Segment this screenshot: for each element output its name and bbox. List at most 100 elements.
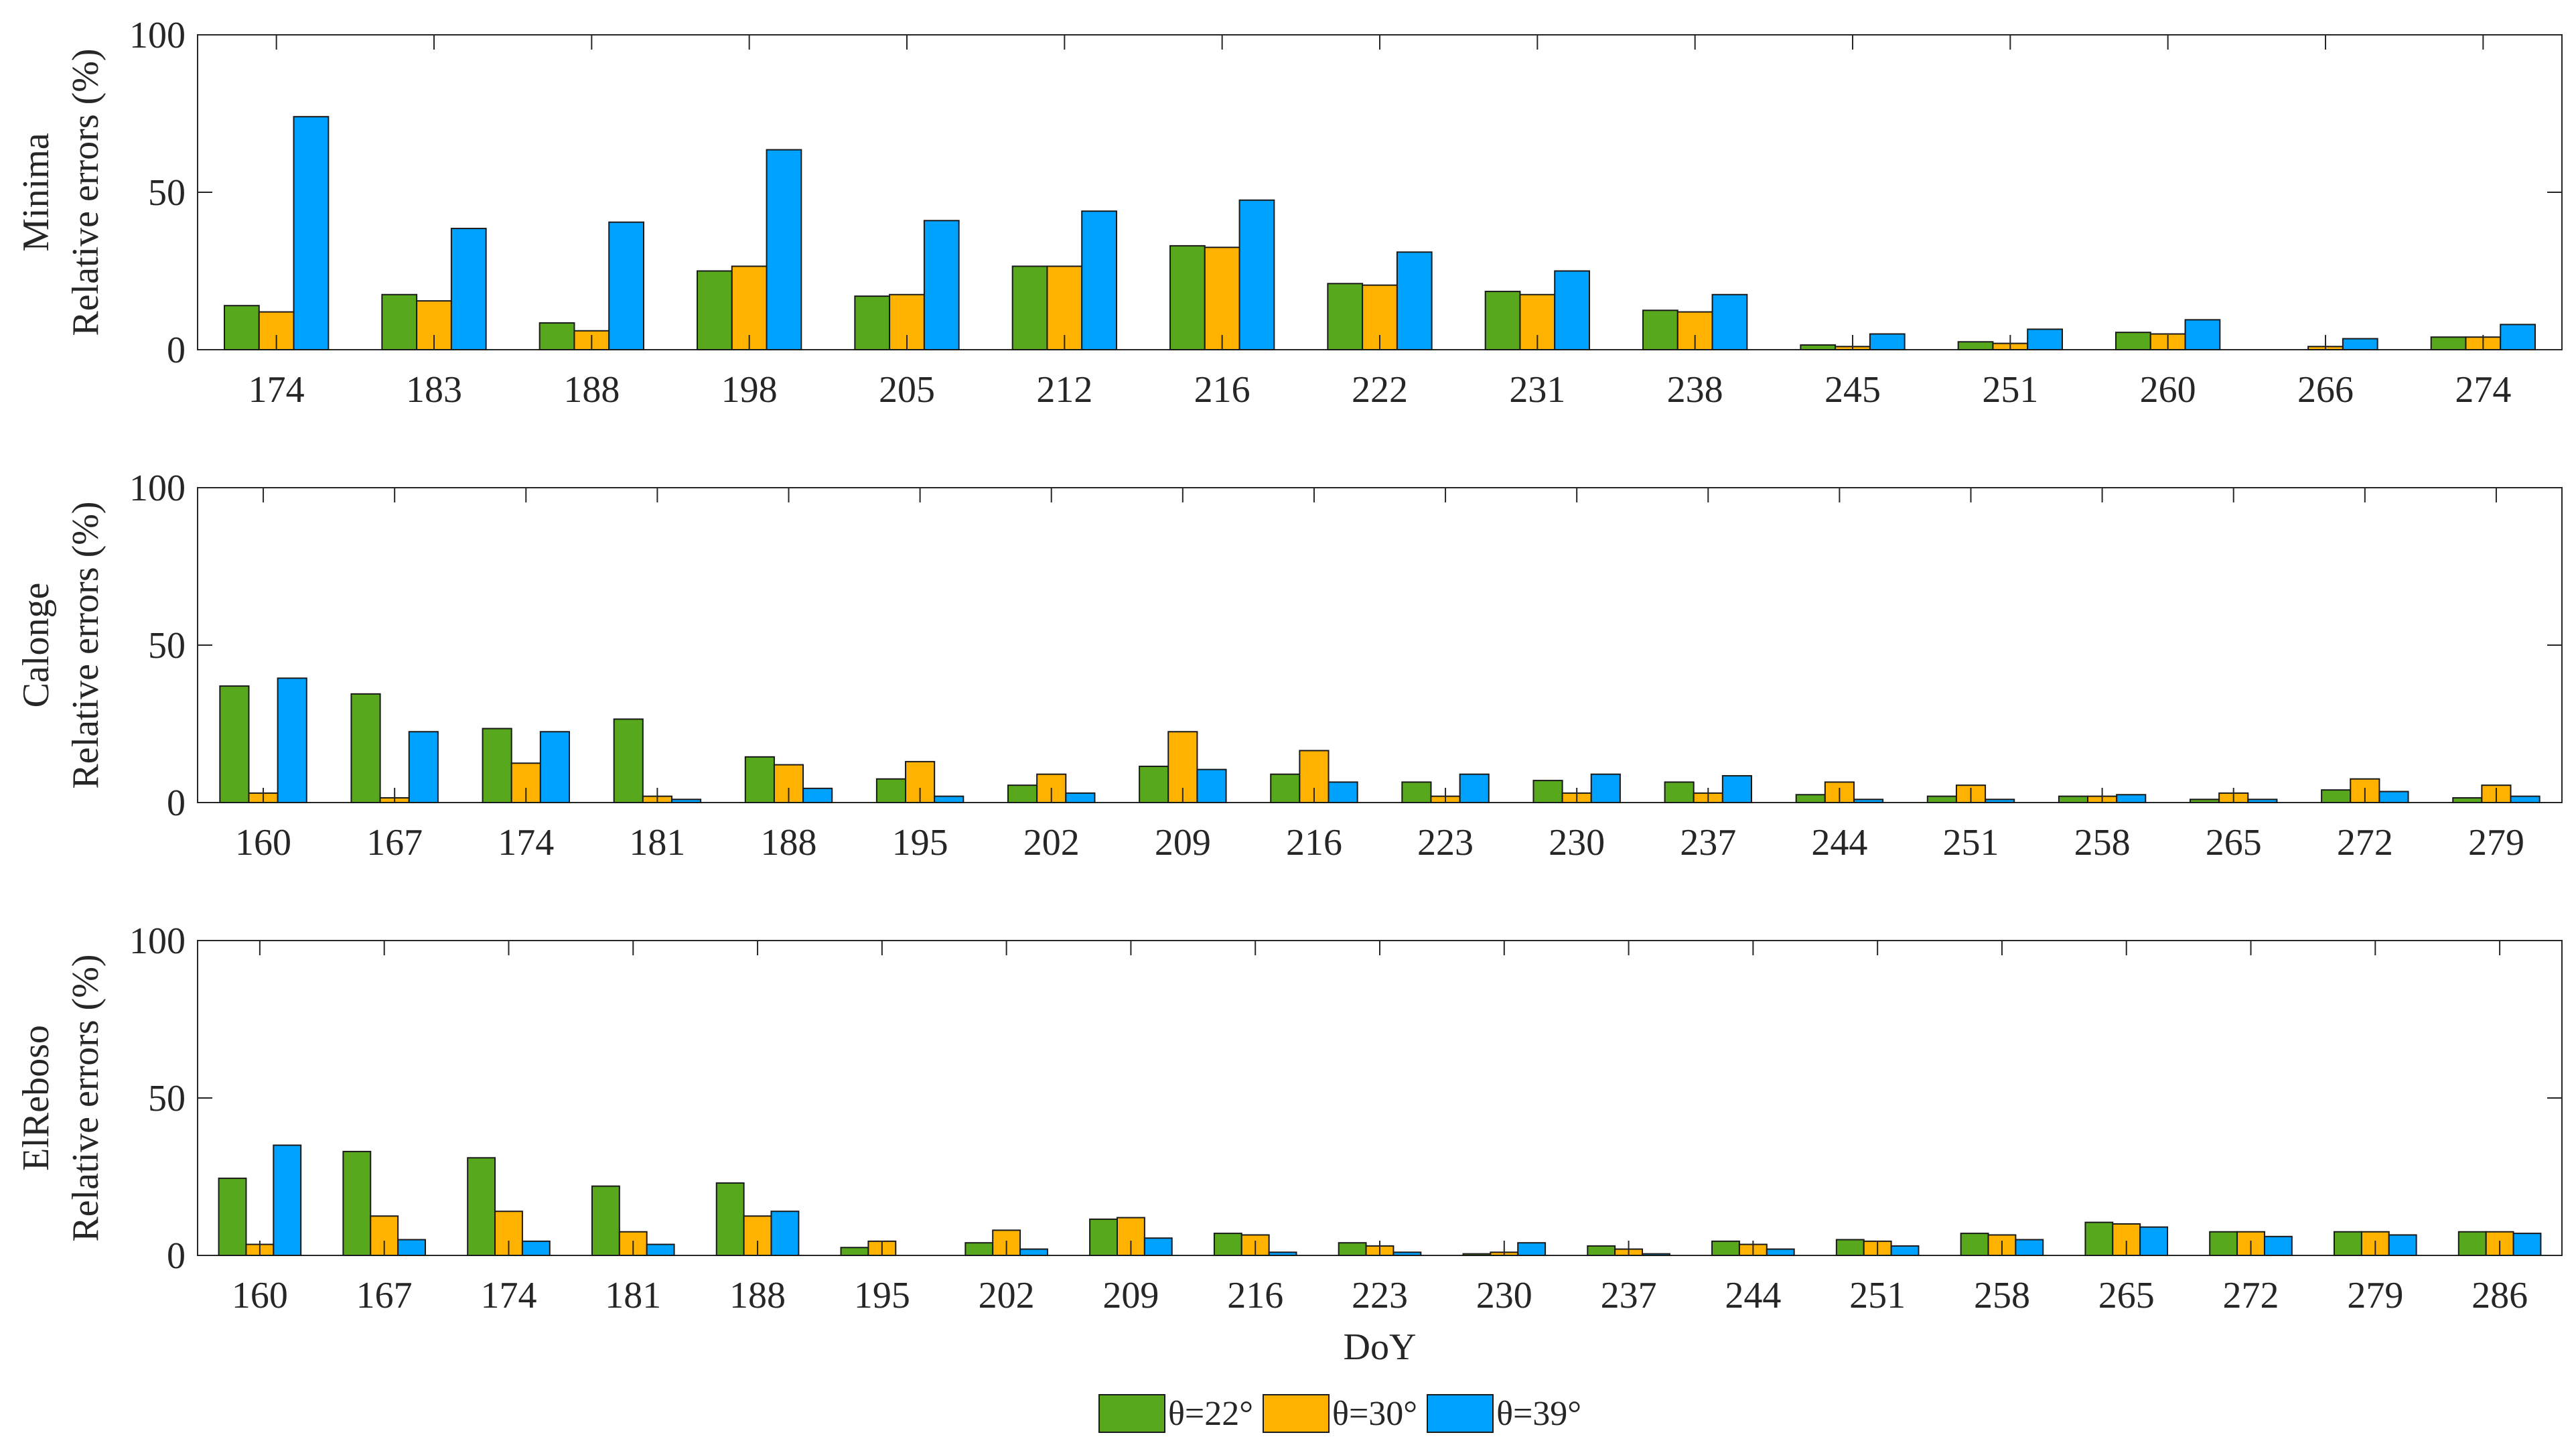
- bar: [1926, 795, 1957, 803]
- bar: [2500, 324, 2536, 350]
- x-tick-label: 198: [721, 369, 778, 411]
- x-tick-label: 279: [2468, 822, 2524, 864]
- bar: [1835, 1239, 1865, 1256]
- bar: [608, 221, 644, 350]
- bar: [934, 795, 964, 803]
- bar: [1327, 283, 1364, 350]
- x-tick-label: 231: [1509, 369, 1565, 411]
- bar: [450, 228, 487, 350]
- x-tick-label: 216: [1286, 822, 1342, 864]
- x-tick-label: 265: [2098, 1275, 2155, 1316]
- x-tick-label: 167: [356, 1275, 413, 1316]
- x-tick-label: 160: [235, 822, 291, 864]
- bar: [715, 1182, 745, 1257]
- x-tick-label: 209: [1102, 1275, 1159, 1316]
- x-tick-label: 245: [1824, 369, 1881, 411]
- x-tick-label: 174: [248, 369, 305, 411]
- bar: [224, 305, 260, 351]
- bar: [964, 1242, 994, 1256]
- bar: [219, 685, 250, 803]
- bar: [766, 149, 802, 351]
- bar: [1642, 1253, 1670, 1257]
- x-tick-label: 274: [2455, 369, 2511, 411]
- bar: [1711, 1240, 1740, 1256]
- x-tick-label: 279: [2347, 1275, 2403, 1316]
- x-tick-label: 258: [1974, 1275, 2030, 1316]
- bar: [277, 677, 307, 803]
- bar: [1484, 291, 1521, 350]
- chart-panel-3: 160 167 174 181 188 195 202 209 216 223 230 237 244 2…: [15, 920, 2563, 1368]
- bar: [2334, 1231, 2362, 1256]
- bar: [1554, 270, 1590, 350]
- x-tick-label: 202: [1023, 822, 1080, 864]
- bar: [646, 1243, 675, 1257]
- x-tick-label: 195: [892, 822, 948, 864]
- x-tick-label: 251: [1849, 1275, 1906, 1316]
- bar: [1081, 210, 1117, 351]
- y-axis-station-label: ElReboso: [15, 1025, 57, 1171]
- bar: [2115, 332, 2151, 350]
- bar: [591, 1185, 620, 1256]
- bar: [1213, 1233, 1242, 1256]
- bar: [1800, 344, 1837, 351]
- x-tick-label: 212: [1036, 369, 1092, 411]
- bar: [1139, 765, 1169, 803]
- bar: [1985, 799, 2015, 804]
- bar: [2510, 795, 2541, 803]
- x-tick-label: 251: [1982, 369, 2038, 411]
- x-axis-label: DoY: [1344, 1326, 1417, 1368]
- x-tick-label: 223: [1352, 1275, 1408, 1316]
- bar: [1711, 293, 1748, 350]
- bar: [2209, 1231, 2238, 1256]
- x-tick-label: 244: [1725, 1275, 1781, 1316]
- legend: θ=22° θ=30° θ=39°: [1098, 1390, 1591, 1437]
- bar: [2321, 789, 2352, 803]
- bar: [2058, 795, 2089, 803]
- x-tick-label: 188: [563, 369, 620, 411]
- bar: [770, 1211, 800, 1256]
- bar: [2084, 1221, 2114, 1257]
- bar: [1642, 309, 1678, 350]
- bar: [1462, 1253, 1492, 1257]
- x-tick-label: 266: [2297, 369, 2354, 411]
- bar: [1590, 773, 1621, 803]
- bar: [2015, 1239, 2044, 1256]
- bar: [744, 756, 775, 803]
- x-tick-label: 286: [2472, 1275, 2528, 1316]
- x-tick-label: 238: [1667, 369, 1723, 411]
- bar: [1392, 1251, 1422, 1257]
- bar: [840, 1247, 869, 1256]
- y-tick-label: 100: [129, 468, 186, 509]
- chart-panel-1: 174 183 188 198 205 212 216 222 231 238 245 251 260 2…: [15, 15, 2563, 411]
- bar: [2452, 797, 2483, 803]
- bar: [1795, 794, 1826, 803]
- x-tick-label: 223: [1417, 822, 1474, 864]
- x-tick-label: 237: [1601, 1275, 1657, 1316]
- bar: [1204, 247, 1240, 350]
- bar: [408, 731, 439, 803]
- legend-swatch-22: [1098, 1394, 1165, 1433]
- bar: [1869, 333, 1906, 350]
- x-tick-label: 222: [1352, 369, 1408, 411]
- x-tick-label: 174: [498, 822, 554, 864]
- x-tick-label: 188: [729, 1275, 786, 1316]
- bar: [1019, 1248, 1048, 1256]
- y-tick-label: 0: [167, 1235, 186, 1277]
- x-tick-label: 272: [2337, 822, 2393, 864]
- bar: [1338, 1242, 1367, 1256]
- bar: [2190, 799, 2220, 804]
- bar: [875, 778, 907, 803]
- bar: [397, 1239, 426, 1256]
- x-tick-label: 260: [2140, 369, 2196, 411]
- x-tick-label: 237: [1680, 822, 1736, 864]
- x-tick-label: 202: [979, 1275, 1035, 1316]
- bar: [1960, 1233, 1989, 1256]
- y-tick-label: 100: [129, 15, 186, 56]
- bar: [1169, 245, 1206, 350]
- bar: [1089, 1218, 1118, 1256]
- x-tick-label: 230: [1476, 1275, 1532, 1316]
- bar: [670, 799, 702, 804]
- bar: [1957, 341, 1994, 350]
- y-axis-station-label: Calonge: [15, 583, 57, 708]
